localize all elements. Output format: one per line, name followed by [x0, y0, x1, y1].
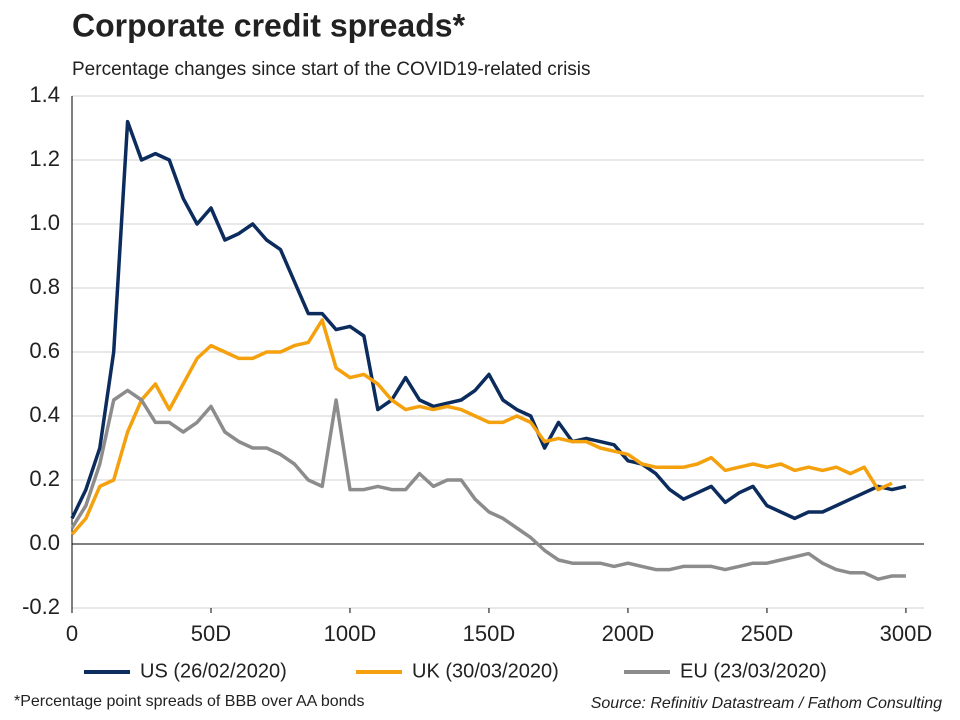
x-tick-label: 150D [463, 621, 516, 646]
y-tick-label: 0.2 [29, 466, 60, 491]
y-tick-label: -0.2 [22, 594, 60, 619]
x-tick-label: 300D [880, 621, 933, 646]
legend-label: US (26/02/2020) [140, 660, 287, 682]
y-tick-label: 0.6 [29, 338, 60, 363]
legend-label: EU (23/03/2020) [680, 660, 827, 682]
y-tick-label: 0.4 [29, 402, 60, 427]
x-tick-label: 0 [66, 621, 78, 646]
series-line [70, 318, 893, 536]
y-tick-label: 0.0 [29, 530, 60, 555]
series-line [70, 119, 907, 521]
x-tick-label: 200D [602, 621, 655, 646]
x-tick-label: 250D [741, 621, 794, 646]
y-tick-label: 1.0 [29, 210, 60, 235]
footnote: *Percentage point spreads of BBB over AA… [14, 693, 364, 710]
x-tick-label: 50D [191, 621, 231, 646]
chart-subtitle: Percentage changes since start of the CO… [72, 59, 591, 80]
series-line [70, 388, 906, 581]
y-tick-label: 1.2 [29, 146, 60, 171]
y-tick-label: 1.4 [29, 82, 60, 107]
y-tick-label: 0.8 [29, 274, 60, 299]
chart-title: Corporate credit spreads* [72, 7, 466, 43]
source: Source: Refinitiv Datastream / Fathom Co… [591, 695, 942, 712]
x-tick-label: 100D [324, 621, 377, 646]
legend-label: UK (30/03/2020) [412, 660, 559, 682]
